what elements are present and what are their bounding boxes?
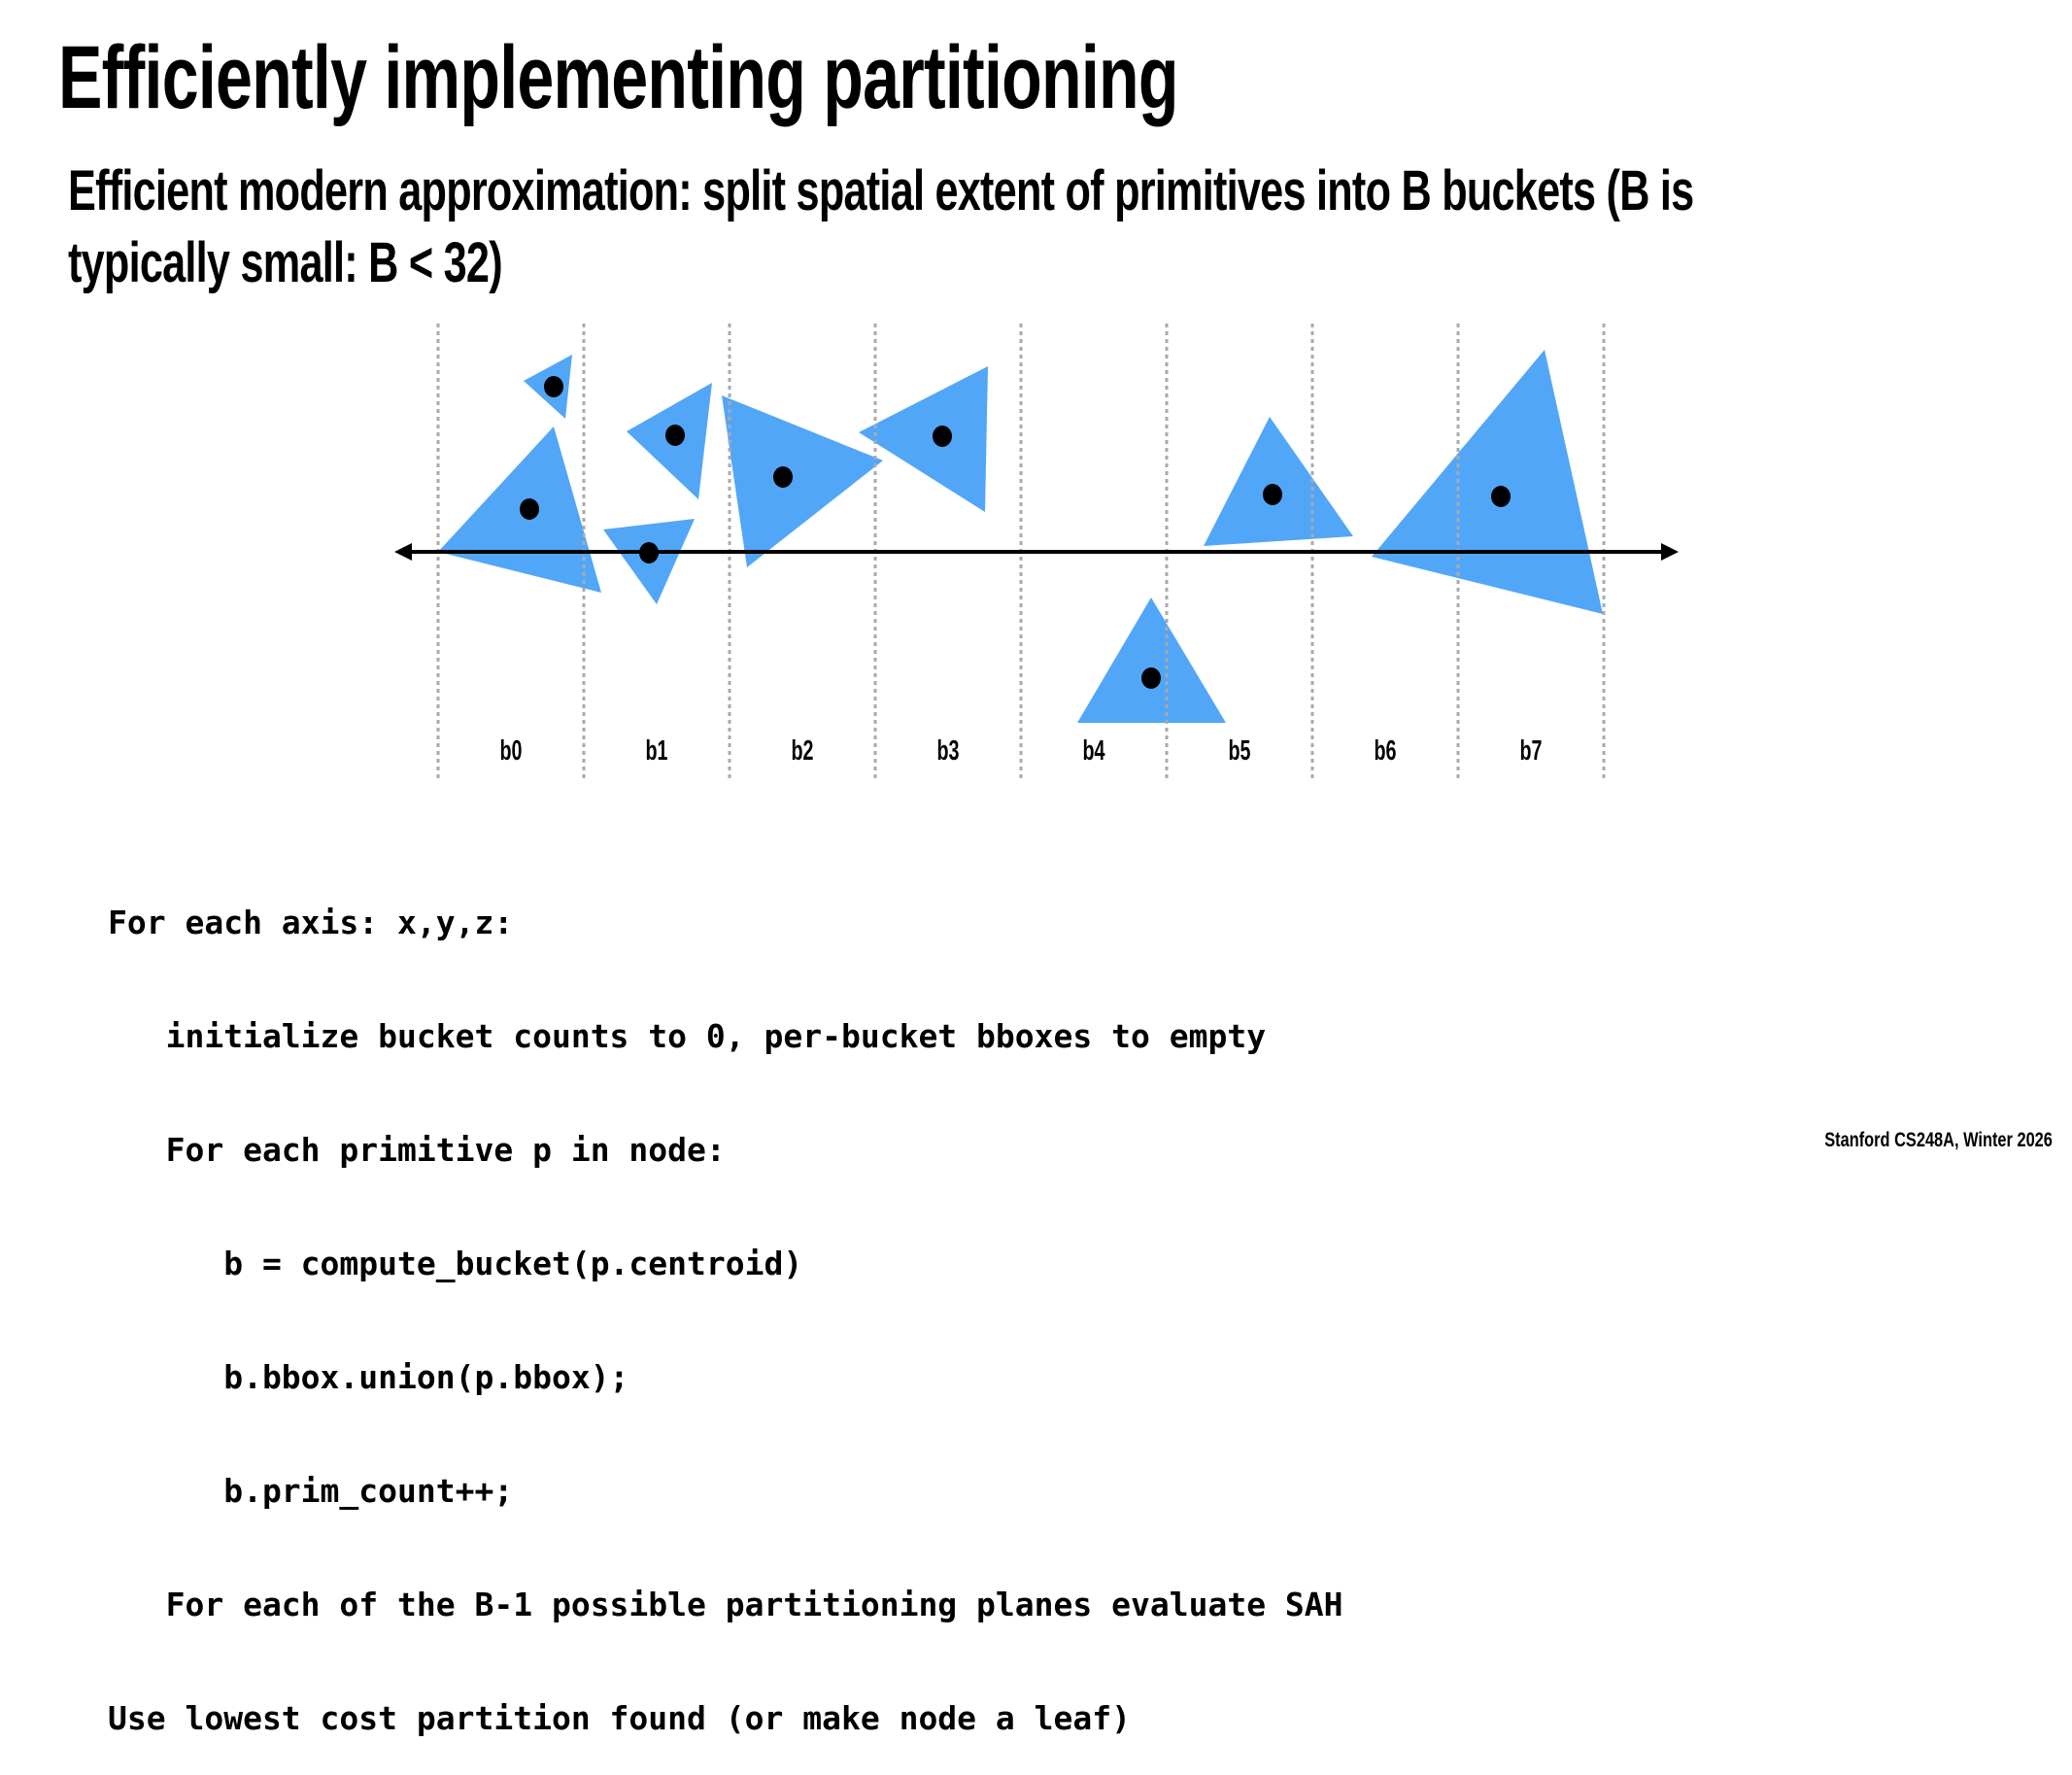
code-line: initialize bucket counts to 0, per-bucke… xyxy=(108,1017,1267,1055)
slide-title: Efficiently implementing partitioning xyxy=(58,28,1178,127)
primitive-triangle xyxy=(1204,417,1353,546)
axis xyxy=(394,543,1679,561)
primitive-triangle xyxy=(722,395,883,567)
bucket-label-b2: b2 xyxy=(792,735,814,767)
code-line: Use lowest cost partition found (or make… xyxy=(108,1699,1131,1737)
pseudocode-block: For each axis: x,y,z: initialize bucket … xyxy=(108,828,1343,1775)
centroid-dot xyxy=(1141,667,1161,689)
centroids xyxy=(520,376,1511,689)
bucket-label-b5: b5 xyxy=(1229,735,1251,767)
bucket-label-b3: b3 xyxy=(937,735,960,767)
arrow-left-icon xyxy=(394,543,412,561)
centroid-dot xyxy=(665,425,685,446)
primitive-triangle xyxy=(1372,350,1603,614)
primitive-triangle xyxy=(1077,597,1226,723)
code-line: For each primitive p in node: xyxy=(108,1131,726,1169)
centroid-dot xyxy=(544,376,563,397)
arrow-right-icon xyxy=(1661,543,1679,561)
slide-subtitle: Efficient modern approximation: split sp… xyxy=(68,155,1694,299)
bucket-partition-diagram: b0 b1 b2 b3 b4 b5 b6 b7 xyxy=(394,324,1679,781)
code-line: For each axis: x,y,z: xyxy=(108,904,514,941)
centroid-dot xyxy=(1491,486,1511,507)
bucket-label-b4: b4 xyxy=(1083,735,1105,767)
centroid-dot xyxy=(1263,484,1282,505)
centroid-dot xyxy=(639,542,659,563)
code-line: b.prim_count++; xyxy=(108,1472,514,1510)
primitive-triangle xyxy=(859,366,988,512)
subtitle-line-2: typically small: B < 32) xyxy=(68,231,503,294)
centroid-dot xyxy=(933,426,952,447)
bucket-label-b1: b1 xyxy=(646,735,668,767)
code-line: b = compute_bucket(p.centroid) xyxy=(108,1245,803,1282)
bucket-labels: b0 b1 b2 b3 b4 b5 b6 b7 xyxy=(500,735,1543,767)
centroid-dot xyxy=(520,498,539,520)
bucket-label-b6: b6 xyxy=(1375,735,1397,767)
subtitle-line-1: Efficient modern approximation: split sp… xyxy=(68,159,1694,222)
centroid-dot xyxy=(773,466,793,488)
primitive-triangle xyxy=(438,427,601,593)
course-footer: Stanford CS248A, Winter 2026 xyxy=(1824,1129,2053,1151)
code-line: b.bbox.union(p.bbox); xyxy=(108,1358,629,1396)
bucket-label-b7: b7 xyxy=(1520,735,1543,767)
bucket-label-b0: b0 xyxy=(500,735,523,767)
code-line: For each of the B-1 possible partitionin… xyxy=(108,1586,1343,1623)
